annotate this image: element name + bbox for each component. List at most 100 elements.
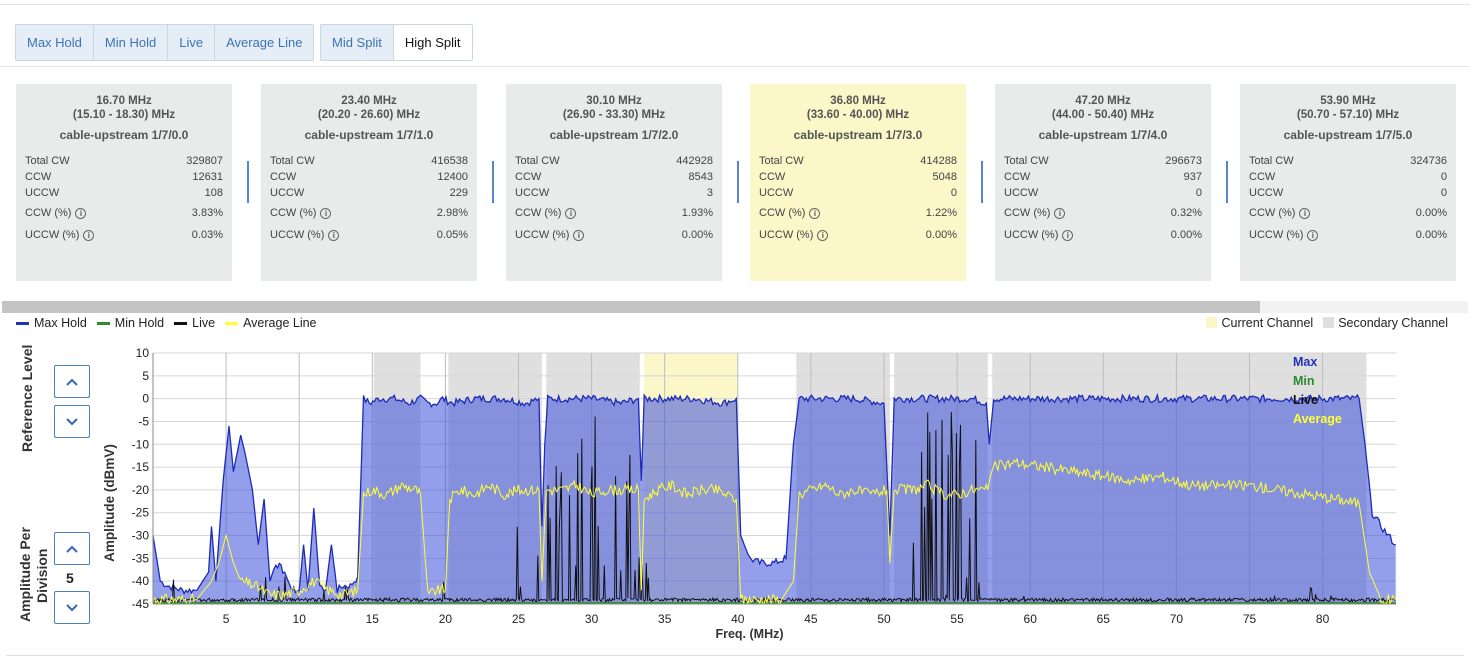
info-icon[interactable]: i	[1299, 207, 1311, 219]
stat-value: 0.32%	[1170, 207, 1202, 219]
stat-row-ccw: CCW 12631	[16, 169, 232, 185]
x-tick-label: 25	[512, 612, 526, 626]
channel-card[interactable]: 23.40 MHz (20.20 - 26.60) MHz cable-upstre…	[261, 84, 477, 281]
channel-frequency-range: (33.60 - 40.00) MHz	[806, 109, 910, 121]
stat-row-uccw-pct: UCCW (%) i 0.00%	[750, 226, 966, 245]
info-icon[interactable]: i	[320, 207, 332, 219]
y-axis-label: Amplitude (dBmV)	[102, 444, 117, 562]
y-tick-label: 10	[136, 346, 150, 360]
stat-label: CCW (%)	[515, 207, 562, 219]
horizontal-scrollbar-thumb[interactable]	[2, 301, 1260, 313]
chevron-up-icon	[66, 545, 78, 553]
y-tick-label: 0	[142, 392, 149, 406]
amplitude-per-division-down-button[interactable]	[54, 591, 90, 624]
channel-card[interactable]: 30.10 MHz (26.90 - 33.30) MHz cable-upstre…	[506, 84, 722, 281]
stat-label: Total CW	[1249, 155, 1294, 167]
split-button-group: Mid Split High Split	[320, 24, 473, 61]
y-tick-label: -10	[132, 437, 150, 451]
stat-value: 414288	[920, 155, 957, 167]
chevron-up-icon	[66, 378, 78, 386]
stat-row-uccw: UCCW 3	[506, 185, 722, 201]
stat-value: 296673	[1165, 155, 1202, 167]
x-tick-label: 5	[223, 612, 230, 626]
stat-label: UCCW (%)	[1249, 229, 1304, 241]
legend-item-min-hold[interactable]: Min Hold	[96, 316, 165, 330]
average-line-button[interactable]: Average Line	[215, 25, 314, 60]
stat-row-ccw-pct: CCW (%) i 3.83%	[16, 204, 232, 223]
stat-label: UCCW (%)	[25, 229, 80, 241]
channel-card[interactable]: 16.70 MHz (15.10 - 18.30) MHz cable-upstre…	[16, 84, 232, 281]
channel-center-frequency: 53.90 MHz	[1320, 95, 1376, 107]
mid-split-button[interactable]: Mid Split	[321, 25, 394, 60]
bottom-border	[6, 655, 1464, 656]
info-icon[interactable]: i	[817, 229, 829, 241]
stat-value: 0	[1195, 187, 1202, 199]
stat-value: 1.93%	[681, 207, 713, 219]
legend-swatch	[16, 321, 29, 325]
min-hold-button[interactable]: Min Hold	[93, 25, 169, 60]
x-tick-label: 35	[658, 612, 672, 626]
info-icon[interactable]: i	[1062, 229, 1074, 241]
y-tick-label: 5	[142, 369, 149, 383]
info-icon[interactable]: i	[75, 207, 87, 219]
channel-frequency-range: (20.20 - 26.60) MHz	[317, 109, 421, 121]
channel-card[interactable]: 36.80 MHz (33.60 - 40.00) MHz cable-upstre…	[750, 84, 966, 281]
stat-value: 329807	[186, 155, 223, 167]
max-hold-area	[153, 395, 1396, 604]
stat-row-total-cw: Total CW 442928	[506, 153, 722, 169]
info-icon[interactable]: i	[1054, 207, 1066, 219]
channel-center-frequency: 16.70 MHz	[96, 95, 152, 107]
y-tick-label: -25	[132, 506, 150, 520]
stat-row-uccw: UCCW 108	[16, 185, 232, 201]
stat-label: UCCW	[270, 187, 305, 199]
amplitude-per-division-up-button[interactable]	[54, 532, 90, 565]
info-icon[interactable]: i	[83, 229, 95, 241]
legend-item-live[interactable]: Live	[174, 316, 215, 330]
channel-center-frequency: 47.20 MHz	[1075, 95, 1131, 107]
channel-name: cable-upstream 1/7/0.0	[59, 128, 189, 142]
stat-label: CCW (%)	[25, 207, 72, 219]
high-split-button[interactable]: High Split	[393, 25, 472, 60]
channel-card[interactable]: 47.20 MHz (44.00 - 50.40) MHz cable-upstre…	[995, 84, 1211, 281]
legend-item-average-line[interactable]: Average Line	[225, 316, 317, 330]
legend-label: Min Hold	[114, 316, 165, 330]
legend-label: Live	[192, 316, 216, 330]
series-label-average: Average	[1293, 412, 1342, 426]
info-icon[interactable]: i	[565, 207, 577, 219]
stat-label: CCW (%)	[1004, 207, 1051, 219]
stat-label: Total CW	[759, 155, 804, 167]
amplitude-per-division-value: 5	[66, 570, 74, 586]
stat-label: CCW	[1004, 171, 1031, 183]
channel-center-frequency: 36.80 MHz	[830, 95, 886, 107]
live-button[interactable]: Live	[168, 25, 216, 60]
stat-value: 3	[706, 187, 713, 199]
legend-swatch	[1323, 317, 1335, 328]
x-tick-label: 75	[1243, 612, 1257, 626]
legend-swatch	[174, 321, 188, 325]
legend-swatch	[1206, 317, 1218, 328]
stat-value: 324736	[1410, 155, 1447, 167]
info-icon[interactable]: i	[573, 229, 585, 241]
info-icon[interactable]: i	[809, 207, 821, 219]
x-tick-label: 20	[439, 612, 453, 626]
stat-value: 12400	[437, 171, 468, 183]
stat-row-ccw: CCW 12400	[261, 169, 477, 185]
channel-name: cable-upstream 1/7/5.0	[1283, 128, 1413, 142]
legend-item-max-hold[interactable]: Max Hold	[16, 316, 87, 330]
x-tick-label: 50	[877, 612, 891, 626]
channel-card[interactable]: 53.90 MHz (50.70 - 57.10) MHz cable-upstre…	[1240, 84, 1456, 281]
x-tick-label: 15	[366, 612, 380, 626]
x-tick-label: 30	[585, 612, 599, 626]
series-label-max: Max	[1293, 355, 1317, 369]
x-axis-label: Freq. (MHz)	[715, 627, 783, 641]
max-hold-button[interactable]: Max Hold	[16, 25, 94, 60]
reference-level-down-button[interactable]	[54, 405, 90, 438]
legend-label: Secondary Channel	[1338, 316, 1448, 330]
info-icon[interactable]: i	[328, 229, 340, 241]
average-line	[152, 457, 1396, 606]
stat-label: Total CW	[270, 155, 315, 167]
reference-level-up-button[interactable]	[54, 365, 90, 398]
x-tick-label: 45	[804, 612, 818, 626]
info-icon[interactable]: i	[1307, 229, 1319, 241]
y-tick-label: -15	[132, 460, 150, 474]
